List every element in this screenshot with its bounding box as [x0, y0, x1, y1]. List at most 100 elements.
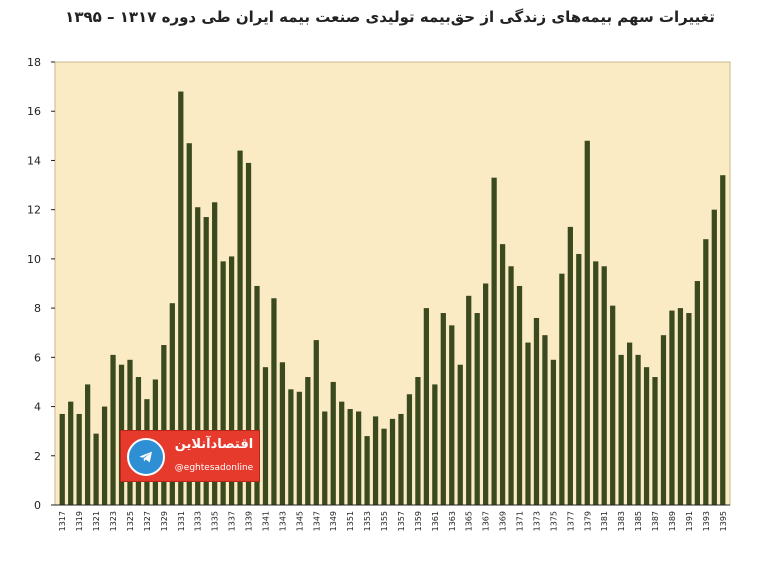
x-tick-label: 1393 [702, 511, 711, 531]
bar-1377 [567, 226, 573, 505]
bar-1379 [584, 140, 590, 505]
x-tick-label: 1381 [600, 511, 609, 531]
x-tick-label: 1329 [160, 511, 169, 531]
x-tick-label: 1373 [532, 511, 541, 531]
x-tick-label: 1383 [617, 511, 626, 531]
x-tick-label: 1363 [448, 511, 457, 531]
bar-1342 [271, 298, 277, 505]
y-tick-label: 4 [34, 401, 41, 414]
y-tick-label: 14 [27, 154, 41, 167]
x-tick-label: 1367 [482, 511, 491, 531]
bar-1321 [93, 433, 99, 505]
x-tick-label: 1379 [583, 511, 592, 531]
bar-1362 [440, 313, 446, 505]
watermark-handle: @eghtesadonline [174, 463, 254, 473]
x-tick-label: 1355 [380, 511, 389, 531]
x-tick-label: 1361 [431, 511, 440, 531]
bar-1363 [449, 325, 455, 505]
bar-1356 [389, 418, 396, 505]
bar-1369 [499, 244, 506, 505]
bar-1384 [626, 342, 633, 505]
bar-1391 [686, 313, 692, 505]
x-tick-label: 1353 [363, 511, 372, 531]
x-tick-label: 1325 [126, 511, 135, 531]
x-tick-label: 1375 [549, 511, 558, 531]
x-tick-label: 1365 [465, 511, 474, 531]
bar-1345 [296, 391, 302, 505]
bar-1394 [711, 209, 717, 506]
bar-1390 [677, 308, 684, 505]
bar-1352 [356, 411, 362, 505]
y-tick-label: 6 [34, 351, 41, 364]
bar-1341 [262, 367, 269, 505]
y-tick-label: 8 [34, 302, 41, 315]
x-tick-label: 1351 [346, 511, 355, 531]
bar-1320 [85, 384, 91, 505]
bar-1353 [364, 436, 370, 505]
bar-1365 [466, 295, 472, 505]
x-tick-label: 1331 [177, 511, 186, 531]
bar-1336 [220, 261, 226, 505]
x-tick-label: 1333 [194, 511, 203, 531]
bar-1366 [474, 313, 480, 505]
bar-1351 [347, 409, 353, 505]
bar-1322 [101, 406, 108, 505]
bar-1318 [68, 401, 74, 505]
bar-1381 [601, 266, 607, 505]
x-tick-label: 1327 [143, 511, 152, 531]
chart-title: تغییرات سهم بیمه‌های زندگی از حق‌بیمه تو… [65, 8, 715, 26]
bar-1374 [542, 335, 548, 505]
y-tick-label: 2 [34, 450, 41, 463]
bar-1389 [669, 310, 675, 505]
y-tick-label: 12 [27, 204, 41, 217]
bar-1375 [550, 359, 557, 505]
bar-1360 [423, 308, 429, 505]
bar-1354 [372, 416, 379, 505]
x-tick-label: 1319 [75, 511, 84, 531]
x-tick-label: 1341 [261, 511, 270, 531]
bar-1347 [313, 340, 319, 505]
telegram-plane-icon [139, 451, 152, 463]
bar-1370 [508, 266, 514, 505]
x-tick-label: 1377 [566, 511, 575, 531]
y-tick-label: 10 [27, 253, 41, 266]
bar-1333 [195, 207, 201, 505]
bar-1378 [576, 253, 582, 505]
bar-1376 [559, 273, 565, 505]
x-tick-label: 1369 [499, 511, 508, 531]
bar-1329 [161, 345, 167, 505]
bar-1340 [254, 285, 260, 505]
bar-1385 [635, 354, 641, 505]
bar-1372 [525, 342, 531, 505]
x-tick-label: 1323 [109, 511, 118, 531]
telegram-circle [127, 438, 165, 476]
bar-1335 [212, 202, 218, 505]
bar-1331 [178, 91, 184, 505]
bar-1371 [516, 285, 523, 505]
x-tick-label: 1321 [92, 511, 101, 531]
bar-1387 [652, 377, 658, 505]
bar-1361 [432, 384, 438, 505]
watermark-logo: اقتصادآنلاین @eghtesadonline [120, 430, 260, 482]
bar-1393 [703, 239, 709, 505]
x-tick-label: 1385 [634, 511, 643, 531]
bar-1358 [406, 394, 413, 505]
x-tick-label: 1347 [312, 511, 321, 531]
bar-1392 [694, 281, 700, 505]
bar-1355 [381, 428, 387, 505]
bar-1373 [533, 317, 540, 505]
bar-1364 [457, 364, 463, 505]
bar-1343 [279, 362, 286, 505]
bar-1317 [59, 413, 65, 505]
bar-1330 [169, 303, 175, 505]
x-tick-label: 1317 [58, 511, 67, 531]
x-tick-label: 1357 [397, 511, 406, 531]
x-tick-label: 1337 [228, 511, 237, 531]
bar-1383 [618, 354, 624, 505]
x-tick-label: 1371 [516, 511, 525, 531]
bar-1380 [593, 261, 599, 505]
bar-1346 [305, 377, 311, 505]
x-tick-label: 1343 [278, 511, 287, 531]
x-tick-label: 1359 [414, 511, 423, 531]
